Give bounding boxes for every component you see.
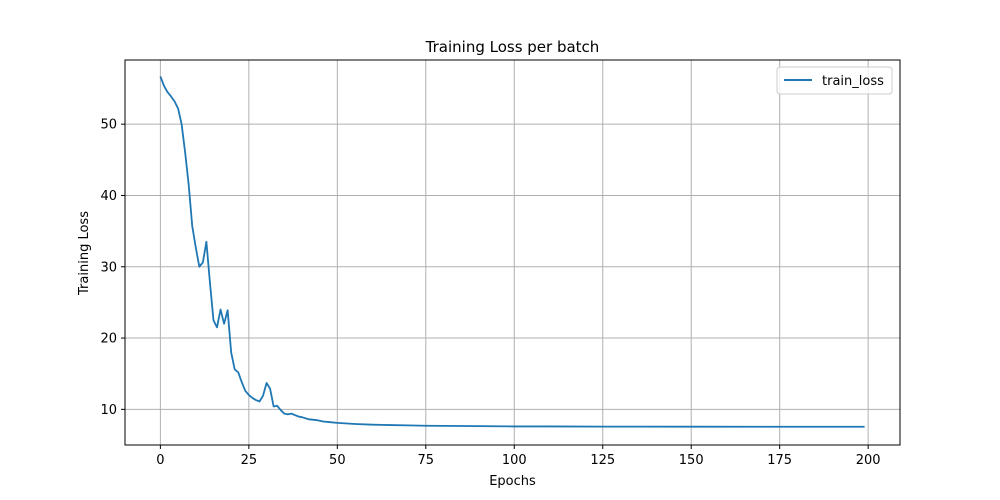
legend-box (776, 66, 893, 95)
x-tick-label: 0 (156, 453, 164, 468)
x-axis-label: Epochs (489, 474, 536, 489)
y-tick-label: 40 (100, 189, 117, 204)
x-tick-label: 75 (418, 453, 435, 468)
x-tick-label: 150 (679, 453, 704, 468)
chart-title: Training Loss per batch (425, 38, 600, 56)
x-tick-label: 125 (590, 453, 615, 468)
series-line-train-loss (159, 76, 865, 428)
x-tick-label: 175 (767, 453, 792, 468)
series-layer (159, 76, 865, 428)
x-tick-label: 50 (329, 453, 346, 468)
y-tick-label: 50 (100, 118, 117, 133)
legend-label-train-loss: train_loss (822, 74, 884, 89)
x-tick-label: 25 (241, 453, 258, 468)
y-tick-label: 10 (100, 403, 117, 418)
x-tick-label: 100 (502, 453, 527, 468)
x-tick-label: 200 (856, 453, 881, 468)
y-tick-label: 20 (100, 332, 117, 347)
axis-ticks: 0 25 50 75 100 125 150 175 200 10 20 30 40 50 (100, 118, 880, 468)
plot-frame (124, 59, 901, 446)
grid-lines (125, 60, 900, 445)
y-tick-label: 30 (100, 260, 117, 275)
legend: train_loss (776, 66, 893, 95)
y-axis-label: Training Loss (77, 211, 92, 296)
